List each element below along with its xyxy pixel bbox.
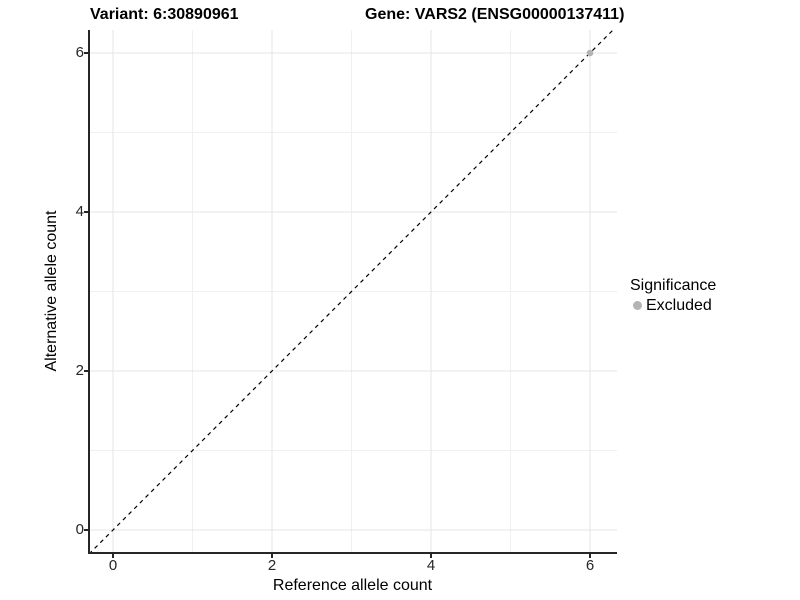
legend: Significance Excluded xyxy=(630,276,716,315)
y-tick-label-6: 6 xyxy=(75,44,84,61)
y-axis-title: Alternative allele count xyxy=(43,210,60,372)
legend-item-excluded: Excluded xyxy=(630,296,716,315)
x-tick-mark-6 xyxy=(589,554,591,558)
plot-panel xyxy=(88,30,617,554)
x-axis-title: Reference allele count xyxy=(272,577,433,594)
y-tick-label-0: 0 xyxy=(75,521,84,538)
x-tick-label-0: 0 xyxy=(108,557,118,574)
y-tick-mark-6 xyxy=(84,52,88,54)
excluded-point-icon xyxy=(633,301,642,310)
y-tick-label-4: 4 xyxy=(75,203,84,220)
grid-minor xyxy=(90,30,617,552)
plot-title-variant: Variant: 6:30890961 xyxy=(90,6,239,23)
x-tick-mark-0 xyxy=(112,554,114,558)
x-tick-mark-2 xyxy=(271,554,273,558)
legend-item-label: Excluded xyxy=(646,297,712,314)
x-tick-label-4: 4 xyxy=(426,557,436,574)
legend-key xyxy=(629,297,646,314)
data-point-excluded xyxy=(586,49,594,57)
grid-major xyxy=(90,30,617,552)
legend-title: Significance xyxy=(630,277,717,294)
y-tick-mark-4 xyxy=(84,211,88,213)
plot-title-gene: Gene: VARS2 (ENSG00000137411) xyxy=(365,6,625,23)
y-tick-mark-2 xyxy=(84,370,88,372)
x-tick-label-6: 6 xyxy=(585,557,595,574)
plot-canvas xyxy=(90,30,617,552)
y-tick-mark-0 xyxy=(84,529,88,531)
x-tick-mark-4 xyxy=(430,554,432,558)
x-tick-label-2: 2 xyxy=(267,557,277,574)
y-tick-label-2: 2 xyxy=(75,362,84,379)
